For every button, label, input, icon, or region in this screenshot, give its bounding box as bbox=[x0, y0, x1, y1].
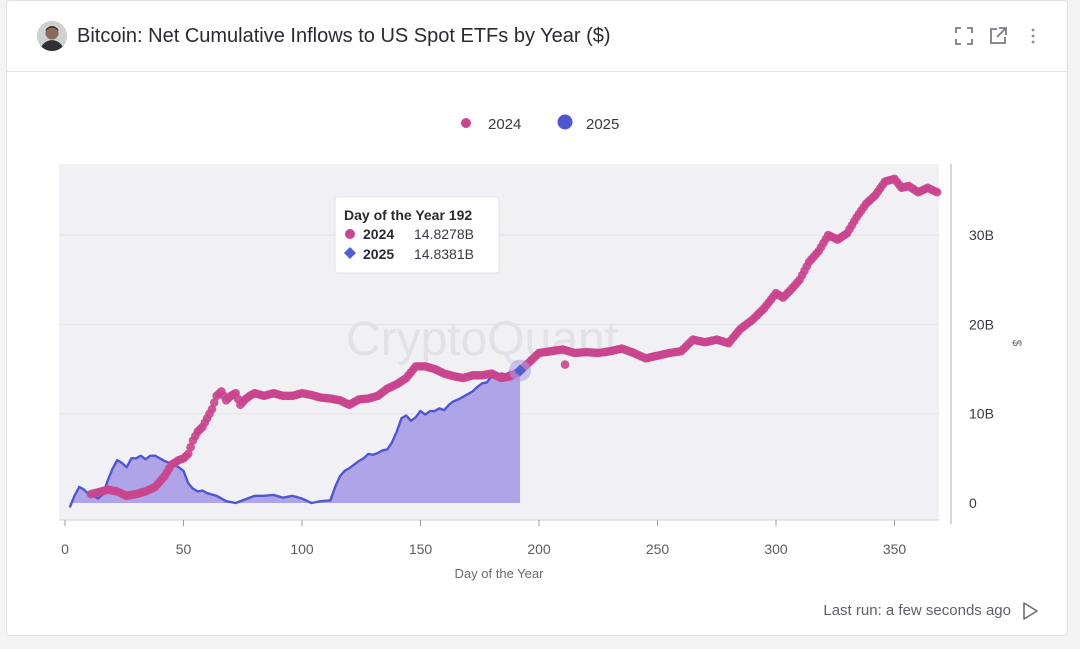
series-2024-point bbox=[210, 398, 219, 407]
x-tick-label-100: 100 bbox=[290, 541, 314, 557]
series-2025-line bbox=[68, 369, 521, 508]
chart-card: Bitcoin: Net Cumulative Inflows to US Sp… bbox=[6, 0, 1068, 636]
tooltip: Day of the Year 192 2024 14.8278B 2025 1… bbox=[334, 196, 500, 274]
play-icon[interactable] bbox=[1021, 601, 1039, 621]
series-2024-point bbox=[186, 442, 195, 452]
x-tick-label-250: 250 bbox=[646, 541, 670, 557]
series-2025-fill bbox=[69, 370, 521, 508]
legend-label-2024: 2024 bbox=[488, 116, 521, 133]
legend-label-2025: 2025 bbox=[586, 116, 619, 133]
legend-item-2025[interactable]: 2025 bbox=[557, 114, 620, 134]
x-tick-label-150: 150 bbox=[409, 541, 433, 557]
y-tick-label-20: 20B bbox=[969, 316, 994, 332]
legend-marker-2024 bbox=[461, 118, 471, 128]
legend: 2024 2025 bbox=[461, 114, 620, 134]
chart-area: 2024 2025 CryptoQuant 0 50 100 150 200 250 300… bbox=[59, 114, 1024, 581]
y-tick-label-0: 0 bbox=[969, 495, 977, 511]
author-avatar[interactable] bbox=[37, 21, 67, 51]
x-tick-label-350: 350 bbox=[883, 541, 907, 557]
legend-marker-2025 bbox=[557, 114, 573, 130]
x-axis-ticks: 0 50 100 150 200 250 300 350 bbox=[61, 520, 906, 557]
y-tick-label-10: 10B bbox=[969, 406, 994, 422]
more-vertical-icon[interactable] bbox=[1022, 25, 1044, 47]
series-2024-point bbox=[932, 187, 942, 197]
y-tick-label-30: 30B bbox=[969, 227, 994, 243]
card-header: Bitcoin: Net Cumulative Inflows to US Sp… bbox=[7, 1, 1067, 72]
chart-title: Bitcoin: Net Cumulative Inflows to US Sp… bbox=[77, 25, 611, 47]
series-2025-area bbox=[68, 369, 521, 508]
y-axis-label: $ bbox=[1010, 340, 1024, 347]
tooltip-series-2024: 2024 bbox=[363, 226, 394, 242]
series-2024-outlier-point bbox=[560, 360, 570, 369]
tooltip-title: Day of the Year 192 bbox=[344, 207, 472, 223]
series-2024-points bbox=[86, 174, 942, 501]
x-tick-label-0: 0 bbox=[61, 541, 69, 557]
hover-highlight bbox=[509, 359, 532, 382]
x-tick-label-300: 300 bbox=[764, 541, 788, 557]
tooltip-series-2025: 2025 bbox=[363, 246, 394, 262]
x-tick-label-200: 200 bbox=[527, 541, 551, 557]
x-axis-label: Day of the Year bbox=[455, 566, 545, 581]
legend-item-2024[interactable]: 2024 bbox=[461, 116, 521, 133]
tooltip-marker-2025 bbox=[344, 247, 356, 259]
last-run-status: Last run: a few seconds ago bbox=[823, 602, 1011, 619]
external-link-icon[interactable] bbox=[987, 25, 1009, 47]
series-2024-point bbox=[183, 449, 193, 459]
highlight-marker-2025 bbox=[514, 364, 527, 377]
tooltip-value-2025: 14.8381B bbox=[414, 246, 474, 262]
tooltip-value-2024: 14.8278B bbox=[414, 226, 474, 242]
tooltip-marker-2024 bbox=[345, 229, 355, 239]
fullscreen-icon[interactable] bbox=[953, 25, 975, 47]
watermark: CryptoQuant bbox=[346, 313, 618, 366]
y-axis-ticks: 0 10B 20B 30B bbox=[969, 227, 994, 511]
series-2024-point bbox=[207, 404, 217, 414]
x-tick-label-50: 50 bbox=[176, 541, 192, 557]
tooltip-box bbox=[334, 196, 500, 274]
